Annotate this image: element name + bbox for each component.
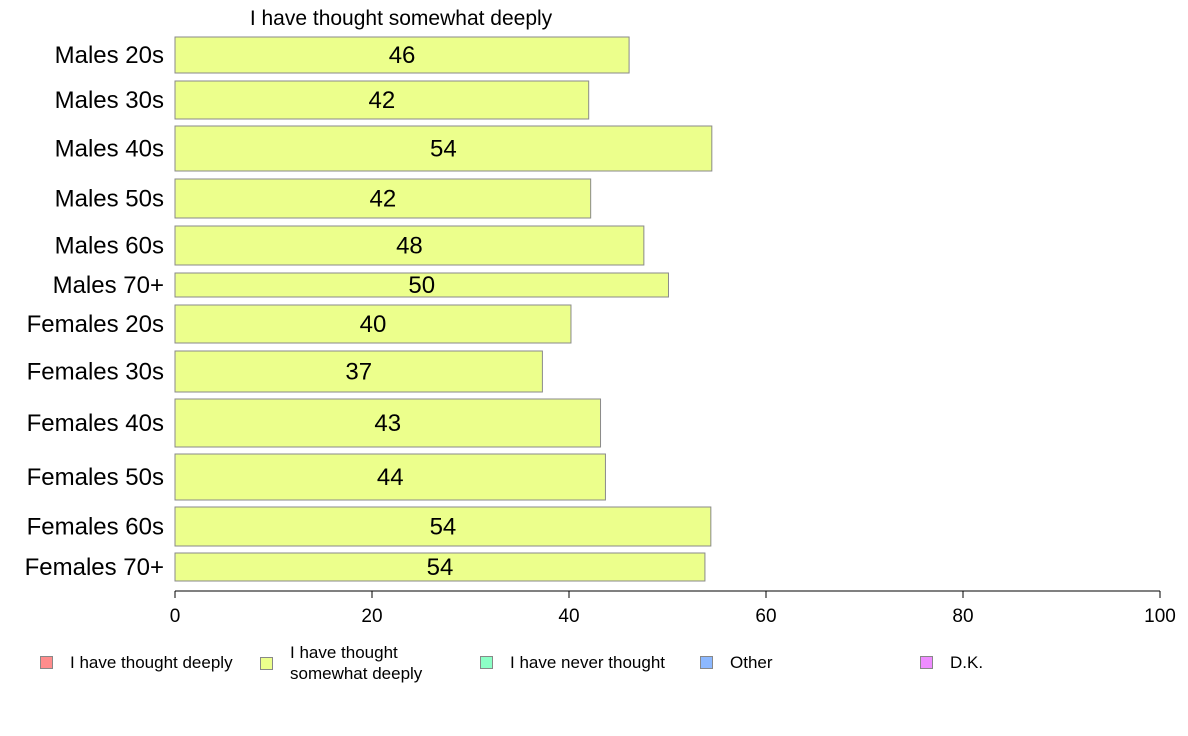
bar — [174, 453, 606, 501]
bar — [174, 225, 645, 266]
legend: I have thought deeply I have thought som… — [0, 640, 1188, 690]
legend-item-thought-somewhat-deeply: I have thought somewhat deeply — [260, 642, 450, 684]
x-tick-label: 40 — [558, 606, 579, 627]
category-label: Males 30s — [55, 87, 164, 114]
bar — [174, 398, 602, 448]
bar — [174, 304, 572, 344]
category-label: Males 20s — [55, 42, 164, 69]
bar — [174, 350, 543, 393]
bar-value-label: 48 — [396, 233, 423, 260]
category-label: Females 30s — [27, 359, 164, 386]
legend-item-dk: D.K. — [920, 652, 983, 673]
legend-swatch — [480, 656, 493, 669]
bar — [174, 36, 630, 74]
legend-swatch — [700, 656, 713, 669]
x-tick-label: 80 — [952, 606, 973, 627]
bar-value-label: 42 — [368, 87, 395, 114]
category-label: Males 40s — [55, 136, 164, 163]
bar-value-label: 42 — [369, 186, 396, 213]
category-label: Males 60s — [55, 233, 164, 260]
x-axis: 0 20 40 60 80 100 — [170, 590, 1176, 627]
legend-label: I have never thought — [510, 653, 666, 672]
bar-value-label: 46 — [389, 42, 416, 69]
legend-label: D.K. — [950, 653, 984, 672]
category-label: Females 70+ — [25, 554, 164, 581]
bar-value-label: 44 — [377, 464, 404, 491]
category-label: Females 20s — [27, 311, 164, 338]
legend-item-thought-deeply: I have thought deeply — [40, 652, 233, 673]
category-label: Females 50s — [27, 464, 164, 491]
bar — [174, 80, 590, 120]
bar-value-label: 43 — [374, 410, 401, 437]
legend-swatch — [40, 656, 53, 669]
bar-value-label: 40 — [360, 311, 387, 338]
x-tick-label: 60 — [755, 606, 776, 627]
category-label: Males 50s — [55, 186, 164, 213]
x-tick-label: 0 — [170, 606, 181, 627]
legend-swatch — [920, 656, 933, 669]
bar — [174, 272, 669, 298]
bar — [174, 506, 712, 547]
bar — [174, 178, 592, 219]
legend-label: I have thought deeply — [70, 653, 233, 672]
category-label: Females 40s — [27, 410, 164, 437]
bar-value-label: 37 — [345, 359, 372, 386]
bar-value-label: 50 — [408, 272, 435, 299]
bar-value-label: 54 — [427, 554, 454, 581]
bars: Males 20s 46 Males 30s 42 Males 40s 54 Males 5… — [25, 36, 713, 582]
category-label: Females 60s — [27, 514, 164, 541]
category-label: Males 70+ — [53, 272, 164, 299]
legend-item-never-thought: I have never thought — [480, 652, 665, 673]
x-tick-label: 100 — [1144, 606, 1176, 627]
x-tick-label: 20 — [361, 606, 382, 627]
bar-value-label: 54 — [430, 514, 457, 541]
legend-label: Other — [730, 653, 773, 672]
bar — [174, 125, 713, 172]
legend-swatch — [260, 656, 273, 670]
chart-title: I have thought somewhat deeply — [250, 7, 553, 30]
legend-item-other: Other — [700, 652, 773, 673]
legend-label: I have thought somewhat deeply — [290, 643, 423, 683]
bar-value-label: 54 — [430, 136, 457, 163]
bar — [174, 552, 706, 582]
